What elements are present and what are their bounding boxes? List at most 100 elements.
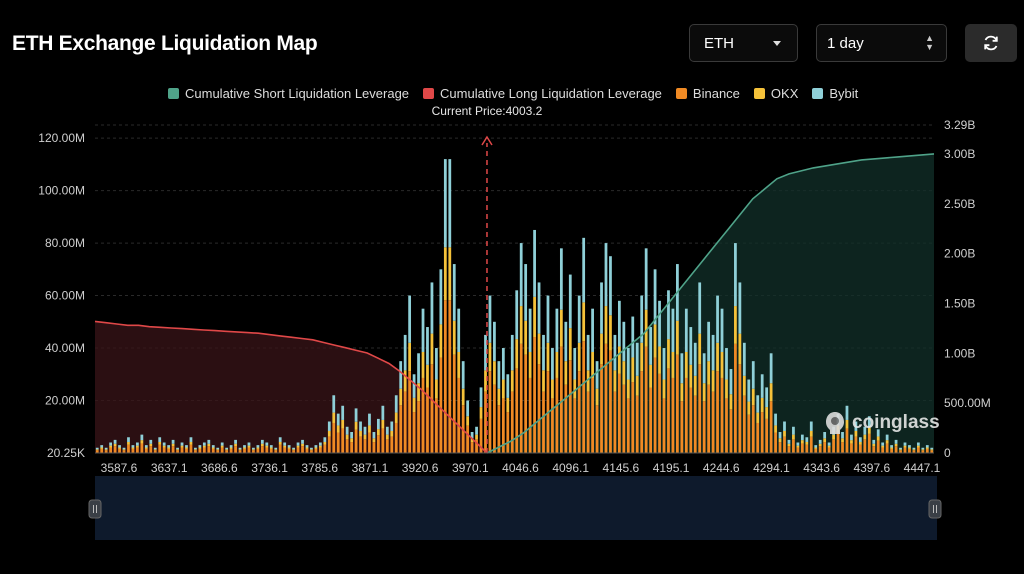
bar-binance — [617, 373, 621, 453]
bar-binance — [381, 428, 385, 453]
bar-binance — [318, 447, 322, 453]
bar-binance — [751, 405, 755, 453]
bar-binance — [153, 450, 157, 453]
zoom-handle-left[interactable] — [88, 499, 102, 519]
bar-binance — [533, 337, 536, 453]
bar-bybit — [515, 290, 519, 340]
bar-okx — [751, 388, 755, 406]
bar-binance — [881, 447, 885, 453]
bar-binance — [104, 450, 108, 453]
bar-bybit — [359, 421, 362, 431]
bar-bybit — [127, 437, 130, 442]
bar-okx — [626, 379, 630, 399]
bar-bybit — [876, 429, 880, 437]
bar-bybit — [738, 282, 742, 334]
bar-bybit — [278, 437, 282, 442]
bar-bybit — [890, 445, 893, 448]
bar-binance — [310, 450, 313, 453]
bar-binance — [854, 436, 858, 453]
legend-label: Cumulative Long Liquidation Leverage — [440, 86, 662, 101]
legend-item-long[interactable]: Cumulative Long Liquidation Leverage — [423, 86, 662, 101]
bar-okx — [658, 346, 661, 374]
bar-okx — [667, 339, 670, 369]
symbol-select[interactable]: ETH — [689, 24, 798, 62]
bar-bybit — [260, 439, 264, 444]
bar-bybit — [845, 405, 849, 420]
bar-okx — [448, 247, 452, 301]
bar-binance — [631, 382, 635, 453]
bar-binance — [876, 440, 880, 453]
bar-bybit — [711, 334, 715, 371]
bar-binance — [800, 443, 804, 453]
bar-binance — [515, 368, 519, 453]
bar-bybit — [591, 308, 594, 352]
bar-binance — [573, 398, 577, 453]
bar-okx — [185, 447, 188, 449]
bar-binance — [823, 442, 827, 453]
timeframe-select[interactable]: 1 day ▲ ▼ — [816, 24, 947, 62]
legend-swatch — [168, 88, 179, 99]
legend-item-okx[interactable]: OKX — [753, 86, 798, 101]
zoom-handle-right[interactable] — [928, 499, 942, 519]
bar-okx — [591, 351, 594, 378]
bar-binance — [220, 447, 224, 453]
bar-bybit — [778, 432, 782, 439]
bar-okx — [510, 370, 514, 392]
legend-item-binance[interactable]: Binance — [675, 86, 740, 101]
bar-okx — [644, 309, 648, 347]
bar-binance — [323, 444, 327, 453]
bar-bybit — [318, 442, 322, 446]
bar-bybit — [229, 445, 233, 448]
bar-bybit — [435, 348, 438, 380]
bar-bybit — [850, 434, 853, 441]
bar-okx — [671, 351, 675, 378]
bar-bybit — [113, 439, 117, 444]
bar-binance — [408, 371, 412, 453]
bar-bybit — [363, 426, 367, 435]
bar-okx — [899, 449, 902, 451]
bar-binance — [626, 398, 630, 453]
bar-bybit — [510, 334, 514, 371]
bar-bybit — [412, 374, 416, 398]
bar-bybit — [649, 327, 652, 365]
bar-okx — [800, 440, 804, 444]
bar-bybit — [394, 395, 398, 413]
bar-okx — [568, 328, 572, 361]
bar-bybit — [858, 437, 862, 442]
legend-item-bybit[interactable]: Bybit — [812, 86, 858, 101]
y-right-tick-label: 2.00B — [944, 247, 975, 261]
bar-binance — [390, 436, 394, 453]
legend-item-short[interactable]: Cumulative Short Liquidation Leverage — [168, 86, 409, 101]
bar-bybit — [903, 442, 907, 446]
bar-binance — [635, 395, 639, 453]
bar-binance — [917, 447, 920, 453]
bar-binance — [684, 377, 688, 453]
current-price-label: Current Price:4003.2 — [432, 104, 543, 118]
bar-binance — [510, 391, 514, 453]
bar-bybit — [617, 300, 621, 347]
bar-bybit — [243, 445, 246, 448]
bar-binance — [568, 360, 572, 453]
bar-bybit — [823, 432, 827, 439]
bar-binance — [470, 442, 474, 453]
bar-binance — [912, 450, 916, 453]
bar-okx — [488, 342, 492, 372]
legend-swatch — [812, 88, 824, 99]
bar-bybit — [546, 295, 550, 343]
bar-binance — [720, 377, 724, 453]
refresh-button[interactable] — [965, 24, 1017, 62]
bar-binance — [792, 439, 795, 453]
bar-bybit — [118, 445, 121, 448]
bar-bybit — [305, 445, 309, 448]
bar-binance — [207, 446, 211, 453]
bar-bybit — [635, 342, 639, 376]
bar-okx — [385, 434, 389, 440]
bar-okx — [211, 447, 215, 449]
bar-okx — [693, 375, 697, 396]
bar-okx — [394, 412, 398, 423]
bar-binance — [729, 409, 733, 453]
bar-okx — [698, 333, 702, 365]
bar-binance — [872, 446, 876, 453]
bar-okx — [912, 449, 916, 451]
legend-label: Cumulative Short Liquidation Leverage — [185, 86, 410, 101]
